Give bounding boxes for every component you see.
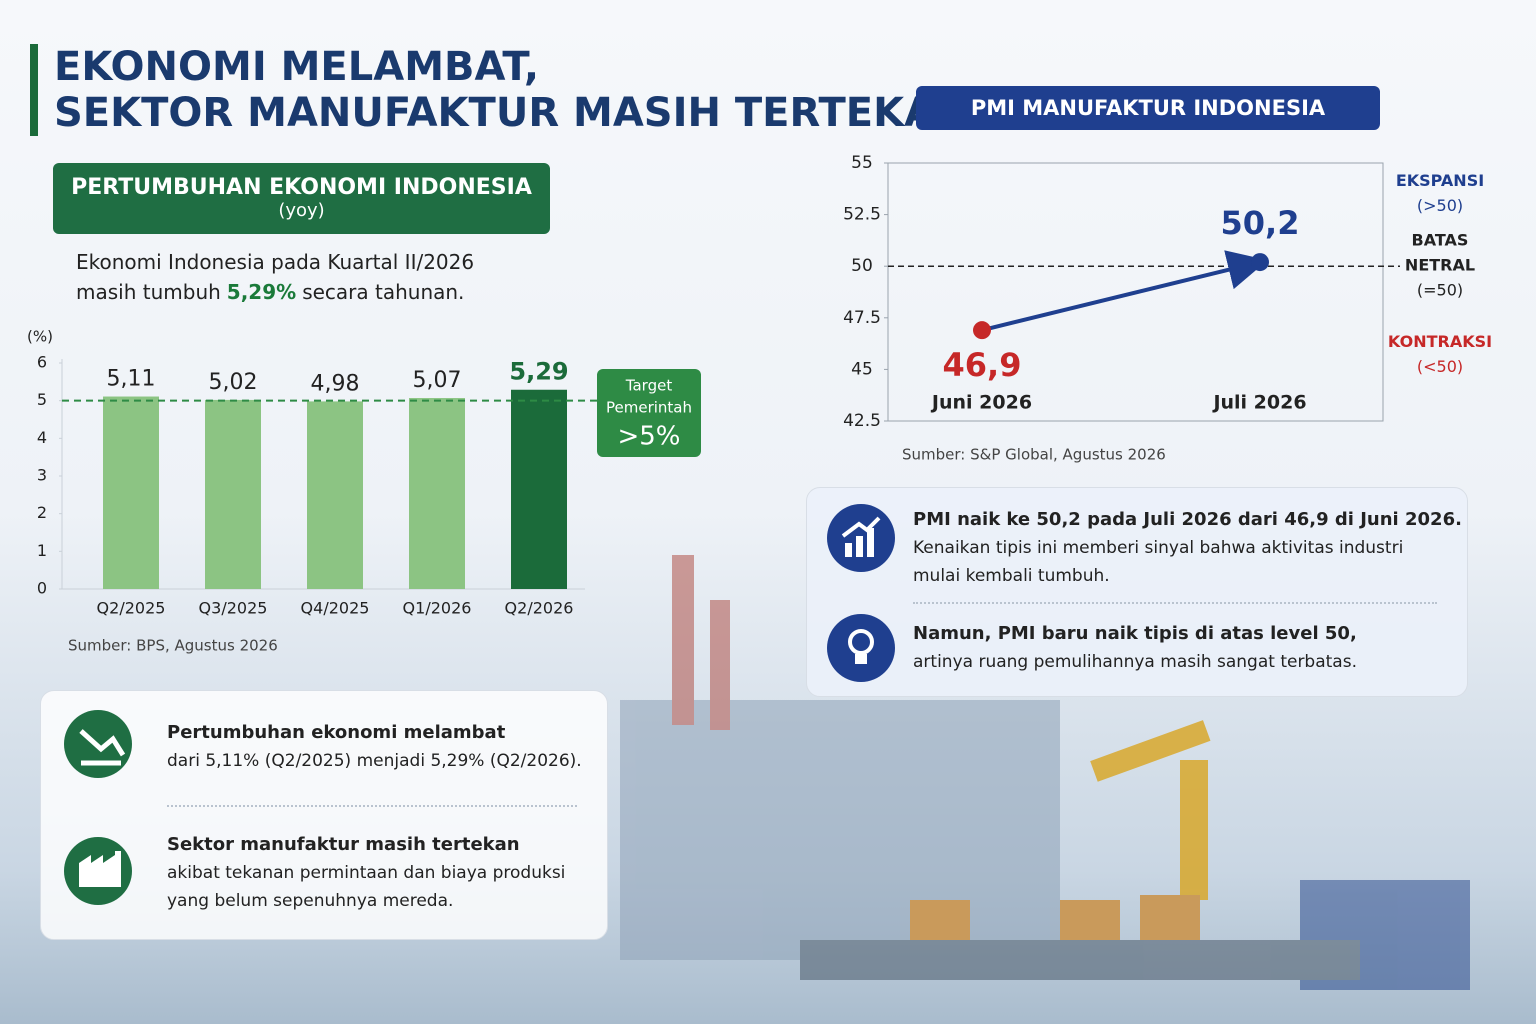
note: Pertumbuhan ekonomi melambat dari 5,11% (…: [167, 719, 582, 775]
data-line: [981, 250, 1268, 333]
separator: [913, 602, 1437, 604]
y-tick-label: 1: [37, 541, 47, 560]
target-value: >5%: [617, 422, 680, 452]
description: Ekonomi Indonesia pada Kuartal II/2026 m…: [76, 247, 480, 307]
highlight: 5,29%: [226, 280, 297, 304]
note-title: Sektor manufaktur masih tertekan: [167, 834, 520, 855]
y-tick-label: 42.5: [843, 411, 881, 431]
value-label: 5,02: [209, 370, 258, 395]
note-text: yang belum sepenuhnya mereda.: [167, 891, 454, 911]
chart-header: PERTUMBUHAN EKONOMI INDONESIA (yoy): [53, 163, 550, 234]
note-title: PMI naik ke 50,2 pada Juli 2026 dari 46,…: [913, 509, 1462, 530]
y-tick-label: 4: [37, 428, 47, 447]
note-text: artinya ruang pemulihannya masih sangat …: [913, 652, 1357, 672]
zone-label: BATAS: [1412, 231, 1469, 250]
text: secara tahunan.: [302, 280, 465, 304]
text: Ekonomi Indonesia pada Kuartal II/2026: [76, 250, 475, 274]
note-text: akibat tekanan permintaan dan biaya prod…: [167, 863, 566, 883]
zone-label: (=50): [1417, 281, 1463, 300]
y-tick-label: 3: [37, 466, 47, 485]
value-label: 5,07: [413, 368, 462, 393]
page-title: EKONOMI MELAMBAT, SEKTOR MANUFAKTUR MASI…: [30, 44, 969, 136]
value-label: 5,29: [509, 358, 568, 386]
y-axis-label: (%): [27, 328, 53, 346]
y-tick-label: 2: [37, 503, 47, 522]
value-label: 46,9: [943, 346, 1022, 384]
y-tick-label: 55: [851, 153, 873, 173]
zone-label: (>50): [1417, 196, 1463, 215]
zone-label: EKSPANSI: [1396, 171, 1484, 190]
x-tick-label: Juli 2026: [1211, 392, 1306, 414]
target-box: [597, 369, 701, 457]
icons: [827, 504, 895, 682]
text: masih tumbuh: [76, 280, 221, 304]
x-tick-label: Q2/2025: [97, 599, 166, 618]
bar: [103, 396, 159, 589]
title-line: SEKTOR MANUFAKTUR MASIH TERTEKAN: [54, 90, 969, 136]
target-label: Target: [625, 377, 673, 395]
value-label: 50,2: [1221, 204, 1300, 242]
note: Sektor manufaktur masih tertekan akibat t…: [167, 831, 565, 915]
source: Sumber: S&P Global, Agustus 2026: [902, 446, 1166, 464]
note: Namun, PMI baru naik tipis di atas level…: [913, 620, 1357, 676]
note-text: Kenaikan tipis ini memberi sinyal bahwa …: [913, 538, 1404, 558]
note-title: Pertumbuhan ekonomi melambat: [167, 722, 506, 743]
chart-title: PMI MANUFAKTUR INDONESIA: [916, 86, 1380, 130]
y-tick-label: 45: [851, 359, 873, 379]
y-tick-label: 52.5: [843, 205, 881, 225]
y-tick-label: 50: [851, 256, 873, 276]
zone-label: KONTRAKSI: [1388, 332, 1492, 351]
chart-title: PERTUMBUHAN EKONOMI INDONESIA: [71, 175, 532, 200]
source: Sumber: BPS, Agustus 2026: [68, 637, 278, 655]
y-tick-label: 6: [37, 353, 47, 372]
y-tick-label: 47.5: [843, 308, 881, 328]
data-point: [1251, 253, 1269, 272]
plot-frame: [887, 162, 1384, 422]
x-tick-label: Q3/2025: [199, 599, 268, 618]
icons: [64, 710, 132, 905]
value-label: 5,11: [107, 367, 156, 392]
x-tick-label: Q1/2026: [403, 599, 472, 618]
y-tick-label: 0: [37, 579, 47, 598]
note: PMI naik ke 50,2 pada Juli 2026 dari 46,…: [913, 506, 1462, 590]
data-point: [973, 321, 991, 340]
title-line: EKONOMI MELAMBAT,: [54, 44, 540, 90]
separator: [167, 805, 577, 807]
x-tick-label: Q2/2026: [505, 599, 574, 618]
y-tick-label: 5: [37, 390, 47, 409]
target-label: Pemerintah: [606, 399, 692, 417]
zone-label: NETRAL: [1405, 256, 1475, 275]
notes-panel: Pertumbuhan ekonomi melambat dari 5,11% (…: [40, 690, 608, 940]
x-tick-label: Juni 2026: [930, 392, 1032, 414]
value-label: 4,98: [311, 371, 360, 396]
notes-panel: PMI naik ke 50,2 pada Juli 2026 dari 46,…: [806, 487, 1468, 697]
note-text: dari 5,11% (Q2/2025) menjadi 5,29% (Q2/2…: [167, 751, 582, 771]
chart-subtitle: (yoy): [278, 200, 325, 221]
bar: [205, 399, 261, 589]
zone-label: (<50): [1417, 357, 1463, 376]
x-tick-label: Q4/2025: [301, 599, 370, 618]
note-text: mulai kembali tumbuh.: [913, 566, 1110, 586]
bar: [409, 398, 465, 589]
bar: [307, 401, 363, 589]
bar: [511, 389, 567, 589]
note-title: Namun, PMI baru naik tipis di atas level…: [913, 623, 1357, 644]
